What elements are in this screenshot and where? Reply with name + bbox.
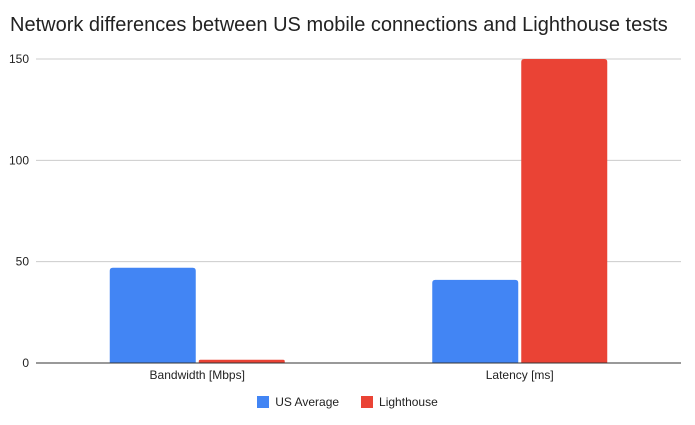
- bar-us-average-2: [432, 279, 519, 363]
- legend-label: US Average: [275, 395, 340, 409]
- x-tick-label: Latency [ms]: [486, 368, 554, 382]
- chart-legend: US Average Lighthouse: [0, 395, 695, 409]
- legend-swatch: [257, 396, 270, 408]
- legend-item: Lighthouse: [361, 395, 438, 409]
- y-tick-label: 150: [9, 52, 29, 66]
- legend-label: Lighthouse: [379, 395, 438, 409]
- legend-item: US Average: [257, 395, 339, 409]
- y-tick-label: 0: [22, 356, 29, 370]
- y-tick-label: 100: [9, 153, 29, 167]
- x-tick-label: Bandwidth [Mbps]: [150, 368, 245, 382]
- bar-lighthouse-1: [198, 359, 285, 363]
- bar-lighthouse-2: [521, 59, 608, 363]
- y-tick-label: 50: [16, 255, 30, 269]
- legend-swatch: [361, 396, 374, 408]
- chart-title: Network differences between US mobile co…: [10, 14, 668, 36]
- bar-us-average-1: [109, 267, 196, 363]
